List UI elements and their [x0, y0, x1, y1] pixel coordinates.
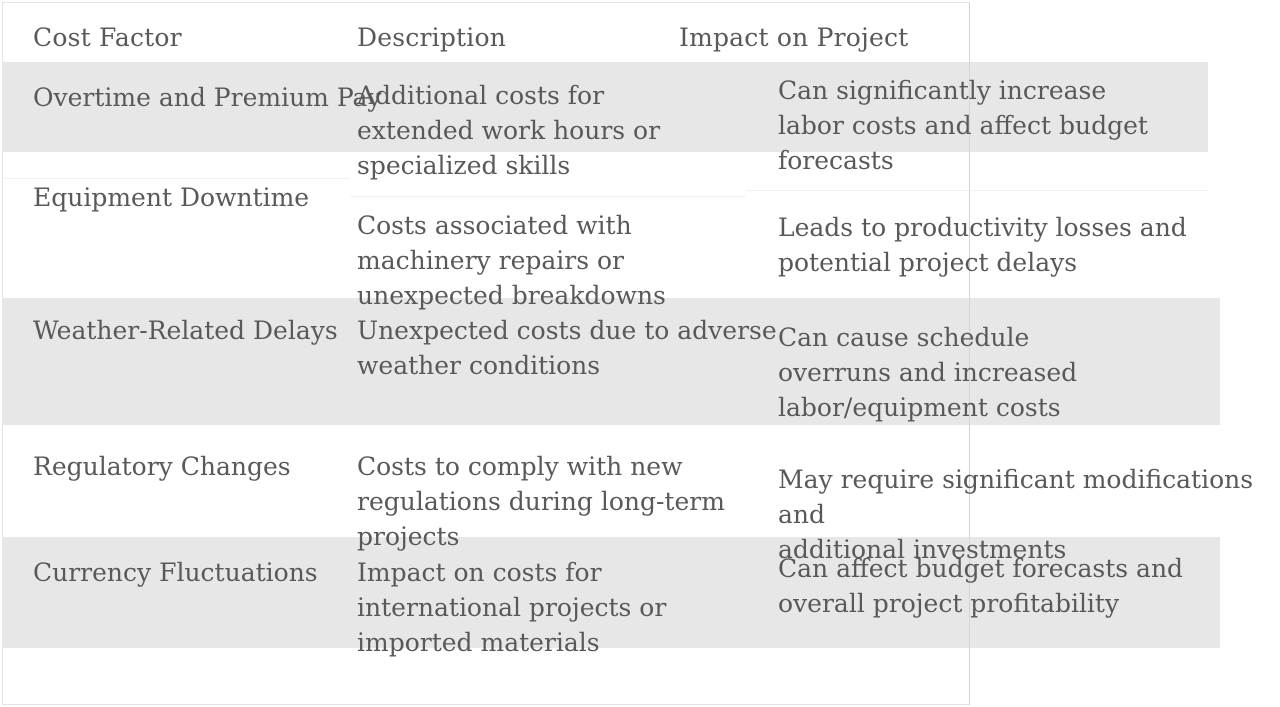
description-cell: Additional costs for extended work hours…	[357, 81, 661, 180]
impact-cell: Can affect budget forecasts and overall …	[778, 554, 1184, 618]
impact-cell: Leads to productivity losses and potenti…	[778, 213, 1187, 277]
cost-factor-cell: Equipment Downtime	[33, 183, 310, 212]
cost-factor-cell: Currency Fluctuations	[33, 558, 318, 587]
description-cell: Costs associated with machinery repairs …	[357, 211, 666, 310]
row-stripe-2	[2, 298, 1220, 425]
column-header-impact-on-project: Impact on Project	[679, 23, 909, 52]
impact-cell: May require significant modifications an…	[778, 465, 1254, 564]
cost-factor-cell: Weather-Related Delays	[33, 316, 338, 345]
description-cell: Unexpected costs due to adverse weather …	[357, 316, 777, 380]
description-cell: Impact on costs for international projec…	[357, 558, 667, 657]
row-divider-right	[746, 190, 1208, 191]
row-divider-middle	[350, 196, 746, 197]
column-header-description: Description	[357, 23, 507, 52]
description-cell: Costs to comply with new regulations dur…	[357, 452, 725, 551]
cost-factor-cell: Regulatory Changes	[33, 452, 291, 481]
page-right-border	[969, 2, 970, 705]
row-stripe-1	[2, 62, 1208, 152]
row-stripe-3	[2, 537, 1220, 648]
row-divider-left	[2, 178, 350, 179]
impact-cell: Can cause schedule overruns and increase…	[778, 323, 1078, 422]
cost-factor-cell: Overtime and Premium Pay	[33, 83, 382, 112]
column-header-cost-factor: Cost Factor	[33, 23, 182, 52]
impact-cell: Can significantly increase labor costs a…	[778, 76, 1148, 175]
